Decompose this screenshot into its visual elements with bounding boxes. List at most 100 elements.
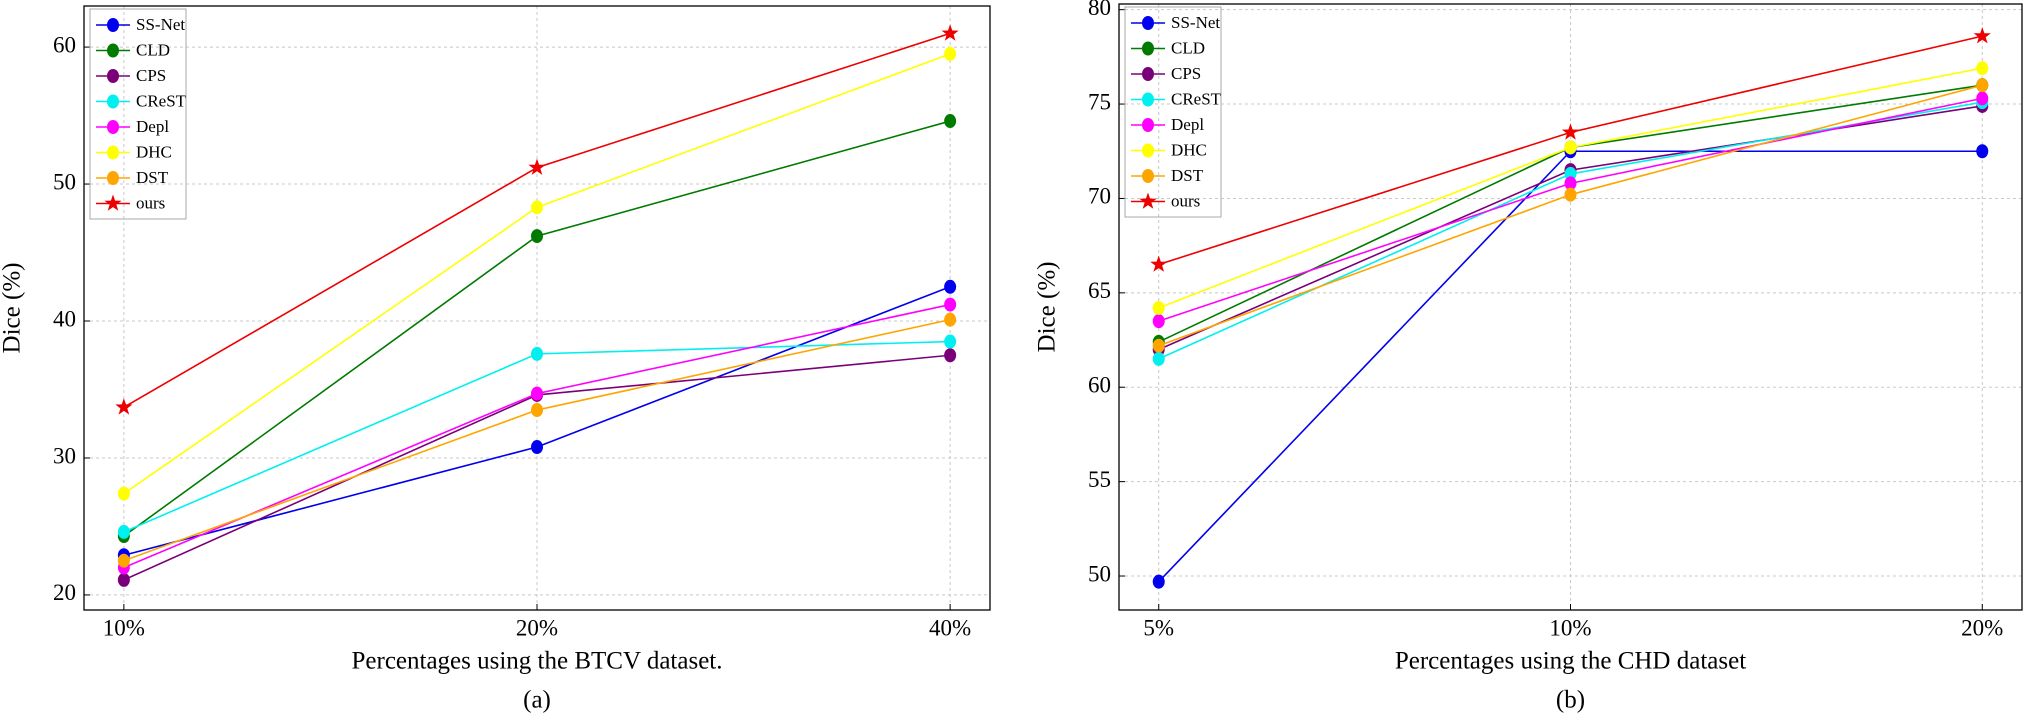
legend-marker [1142, 16, 1154, 30]
legend-label: DHC [1171, 140, 1207, 159]
legend-label: Depl [136, 117, 169, 136]
plot-frame [83, 5, 991, 611]
series-line [123, 120, 951, 537]
point [531, 200, 543, 215]
plot-frame [1118, 3, 2023, 611]
y-tick-label: 75 [1088, 89, 1111, 114]
legend-marker [1142, 67, 1154, 81]
point [1976, 61, 1989, 76]
y-tick-label: 70 [1088, 184, 1111, 209]
point [1152, 351, 1165, 366]
legend-marker [107, 145, 119, 160]
x-tick-label: 10% [103, 615, 145, 640]
y-axis-label: Dice (%) [1034, 262, 1061, 353]
legend-marker [1142, 143, 1154, 158]
point [1973, 27, 1991, 44]
point [117, 486, 130, 501]
legend-label: CReST [1171, 89, 1222, 108]
legend-marker [107, 120, 119, 134]
y-tick-label: 60 [1088, 373, 1111, 398]
chart: 20 30 40 50 60 10% 20% 40% SS-Net CLD CPS CReST Depl… [0, 5, 991, 714]
point [1152, 338, 1165, 353]
y-tick-label: 60 [53, 32, 76, 57]
caption: (b) [1556, 687, 1585, 714]
legend-marker [107, 171, 119, 185]
point [1150, 255, 1168, 272]
x-tick-label: 20% [516, 615, 558, 640]
legend-marker [1142, 41, 1154, 56]
point [1152, 300, 1165, 315]
legend-label: DHC [136, 142, 172, 161]
y-tick-label: 80 [1088, 0, 1111, 20]
y-tick-label: 65 [1088, 278, 1111, 303]
legend-marker [1139, 192, 1157, 209]
legend-label: CLD [136, 40, 170, 59]
x-axis-label: Percentages using the CHD dataset [1395, 648, 1746, 675]
point [944, 348, 957, 363]
y-tick-label: 30 [53, 443, 76, 468]
point [941, 24, 959, 41]
y-tick-label: 50 [1088, 561, 1111, 586]
x-tick-label: 10% [1549, 615, 1591, 640]
legend-marker [1142, 92, 1154, 107]
legend-label: ours [136, 193, 165, 212]
caption: (a) [523, 687, 551, 714]
point [944, 46, 957, 61]
legend-marker [1142, 118, 1154, 132]
x-tick-label: 40% [929, 615, 971, 640]
point [528, 158, 546, 175]
legend-label: CPS [136, 66, 166, 85]
legend-marker [107, 94, 119, 109]
legend-label: ours [1171, 191, 1200, 210]
point [1561, 123, 1580, 140]
point [117, 553, 130, 568]
y-tick-label: 55 [1088, 467, 1111, 492]
legend-label: SS-Net [1171, 13, 1220, 32]
legend-label: CReST [136, 91, 187, 110]
chart: 50 55 60 65 70 75 80 5% 10% 20% SS-Net CLD CPS CReST D… [1034, 0, 2023, 714]
point [117, 524, 130, 539]
point [1976, 78, 1989, 93]
point [531, 386, 543, 401]
y-axis-label: Dice (%) [0, 263, 26, 354]
point [531, 440, 543, 455]
y-tick-label: 40 [53, 306, 76, 331]
point [115, 398, 133, 415]
point [944, 312, 957, 327]
point [531, 229, 543, 244]
legend-marker [107, 18, 119, 32]
legend-marker [1142, 169, 1154, 183]
point [944, 279, 957, 294]
legend-label: DST [1171, 166, 1204, 185]
point [1564, 187, 1577, 202]
legend-marker [104, 194, 122, 211]
legend-marker [107, 69, 119, 83]
legend-frame [1124, 6, 1222, 218]
series-line [123, 340, 951, 533]
legend-label: CPS [1171, 64, 1201, 83]
point [944, 334, 957, 349]
point [1564, 140, 1577, 155]
legend-frame [89, 8, 187, 220]
point [117, 572, 130, 587]
point [1152, 574, 1165, 589]
point [1564, 176, 1577, 191]
point [1976, 144, 1989, 159]
legend-marker [107, 43, 119, 58]
x-tick-label: 5% [1143, 615, 1174, 640]
point [531, 403, 543, 418]
legend-label: DST [136, 168, 169, 187]
x-tick-label: 20% [1961, 615, 2003, 640]
y-tick-label: 20 [53, 580, 76, 605]
point [1976, 91, 1989, 106]
y-tick-label: 50 [53, 169, 76, 194]
x-axis-label: Percentages using the BTCV dataset. [352, 648, 723, 675]
point [531, 346, 543, 361]
legend-label: Depl [1171, 115, 1204, 134]
legend-label: SS-Net [136, 15, 185, 34]
point [1152, 314, 1165, 329]
point [944, 297, 957, 312]
point [944, 114, 957, 129]
legend-label: CLD [1171, 38, 1205, 57]
